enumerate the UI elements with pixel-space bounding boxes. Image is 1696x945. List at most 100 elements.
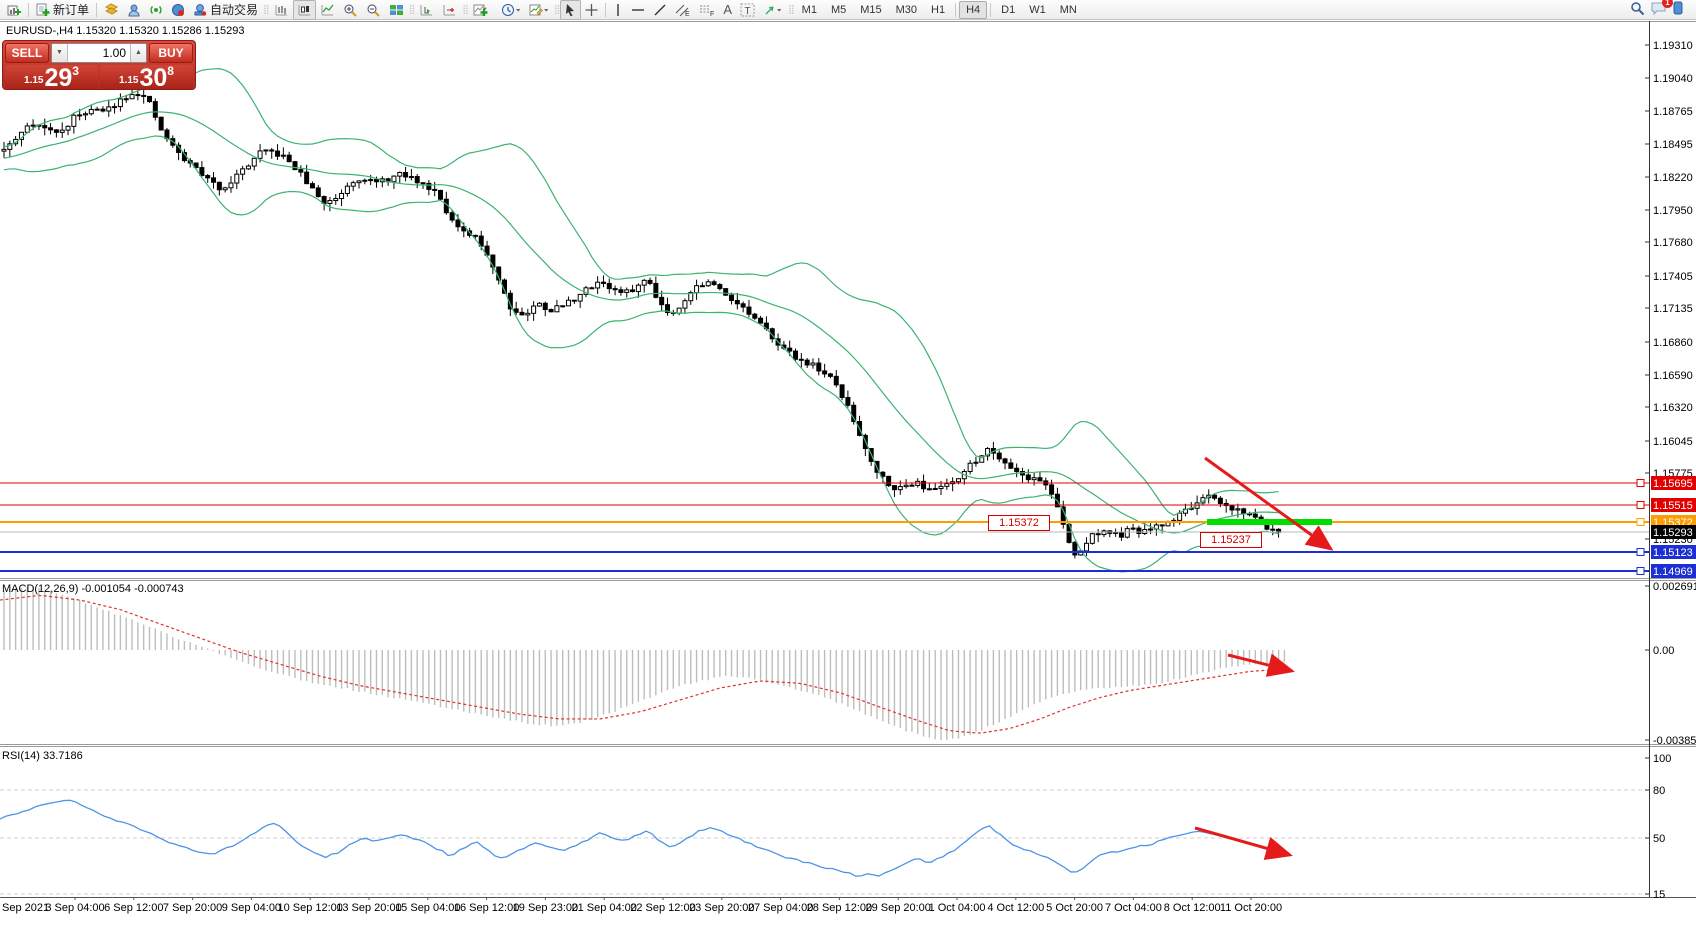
sell-price-display[interactable]: 1.15 29 3 <box>5 64 98 91</box>
toolbar-drag-handle[interactable]: ⣿ <box>462 4 469 14</box>
candlestick-chart-type-icon[interactable] <box>292 0 316 20</box>
svg-text:1.18220: 1.18220 <box>1653 172 1693 184</box>
zoom-out-icon[interactable] <box>362 0 385 20</box>
text-icon[interactable]: A <box>723 2 733 17</box>
horizontal-line-icon[interactable] <box>627 0 649 20</box>
timeframe-M30[interactable]: M30 <box>895 3 918 16</box>
chart-autoscroll-icon[interactable] <box>415 0 438 20</box>
sell-button[interactable]: SELL <box>5 43 49 63</box>
new-order-button[interactable]: 新订单 <box>32 0 93 20</box>
buy-price-prefix: 1.15 <box>119 75 139 86</box>
timeframe-MN[interactable]: MN <box>1059 3 1077 16</box>
level-line-1.14969[interactable] <box>0 567 1649 575</box>
svg-text:1.15123: 1.15123 <box>1653 547 1693 559</box>
new-chart-icon[interactable] <box>3 0 25 20</box>
text-label-icon[interactable]: T <box>736 0 759 20</box>
svg-text:4 Oct 12:00: 4 Oct 12:00 <box>987 902 1044 914</box>
svg-text:1.17680: 1.17680 <box>1653 237 1693 249</box>
arrows-shapes-icon[interactable] <box>759 0 787 20</box>
buy-price-display[interactable]: 1.15 30 8 <box>100 64 193 92</box>
candles <box>1 86 1282 559</box>
svg-text:16 Sep 12:00: 16 Sep 12:00 <box>454 902 519 914</box>
svg-text:1.16320: 1.16320 <box>1653 402 1693 414</box>
volume-decrease-button[interactable]: ▼ <box>52 44 68 62</box>
bollinger-lower-band <box>3 135 1279 573</box>
svg-text:1.17950: 1.17950 <box>1653 205 1693 217</box>
trend-arrow-rsi[interactable] <box>1194 826 1293 860</box>
tile-windows-icon[interactable] <box>385 0 408 20</box>
price-callout-1.15372[interactable]: 1.15372 <box>988 515 1050 531</box>
toolbar-drag-handle[interactable]: ⣿ <box>263 4 270 14</box>
macd-pane <box>0 586 1295 741</box>
toolbar-drag-handle[interactable]: ⣿ <box>408 4 416 14</box>
sell-price-prefix: 1.15 <box>24 75 44 86</box>
toolbar-separator <box>96 2 98 17</box>
timeframe-D1[interactable]: D1 <box>1001 3 1016 16</box>
cursor-icon[interactable] <box>560 0 582 20</box>
zoom-in-icon[interactable] <box>339 0 362 20</box>
toolbar-drag-handle[interactable]: ⣿ <box>553 4 561 14</box>
volume-input[interactable] <box>68 44 130 62</box>
signals-icon[interactable] <box>123 0 145 20</box>
crosshair-icon[interactable] <box>581 0 602 20</box>
price-callout-1.15237[interactable]: 1.15237 <box>1200 532 1262 548</box>
market-watch-icon[interactable] <box>100 0 123 20</box>
toolbar-right-group: 1 <box>1630 0 1693 19</box>
timeframe-W1[interactable]: W1 <box>1029 3 1046 16</box>
toolbar-drag-handle[interactable]: ⣿ <box>788 4 795 14</box>
macd-signal-line <box>0 594 1285 734</box>
svg-text:1.14969: 1.14969 <box>1653 566 1693 578</box>
support-zone-highlight[interactable] <box>1207 519 1332 525</box>
volume-increase-button[interactable]: ▲ <box>130 44 146 62</box>
community-icon[interactable] <box>167 0 189 20</box>
toolbar-separator <box>990 2 992 17</box>
toolbar-separator <box>28 2 29 17</box>
docked-panel-icon[interactable] <box>1673 1 1683 18</box>
timeframe-H1[interactable]: H1 <box>931 3 946 16</box>
search-icon[interactable] <box>1630 1 1645 19</box>
svg-text:1.16590: 1.16590 <box>1653 370 1693 382</box>
bar-chart-type-icon[interactable] <box>270 0 293 20</box>
svg-text:9 Sep 04:00: 9 Sep 04:00 <box>222 902 281 914</box>
svg-text:1.16045: 1.16045 <box>1653 436 1693 448</box>
templates-icon[interactable] <box>525 0 553 20</box>
trend-arrow-macd[interactable] <box>1227 653 1295 677</box>
svg-text:100: 100 <box>1653 753 1671 765</box>
svg-text:1.15515: 1.15515 <box>1653 500 1693 512</box>
svg-text:1.16860: 1.16860 <box>1653 337 1693 349</box>
level-line-1.15123[interactable] <box>0 548 1649 556</box>
autotrading-label: 自动交易 <box>210 3 259 17</box>
level-line-1.15372[interactable] <box>0 518 1649 526</box>
line-chart-type-icon[interactable] <box>316 0 339 20</box>
chart-shift-icon[interactable] <box>438 0 461 20</box>
buy-price-big: 30 <box>139 64 168 92</box>
chat-icon[interactable]: 1 <box>1651 0 1673 19</box>
rsi-line <box>0 799 1275 877</box>
indicators-icon[interactable] <box>469 0 497 20</box>
svg-text:11 Oct 20:00: 11 Oct 20:00 <box>1220 902 1282 914</box>
vertical-line-icon[interactable] <box>609 0 627 20</box>
buy-price-pip: 8 <box>167 64 174 78</box>
level-line-1.15695[interactable] <box>0 479 1649 487</box>
buy-button[interactable]: BUY <box>149 43 193 63</box>
volume-stepper: ▼ ▲ <box>51 43 147 63</box>
channel-icon[interactable]: E <box>671 0 695 20</box>
fibonacci-icon[interactable]: F <box>695 0 719 20</box>
timeframe-M5[interactable]: M5 <box>830 3 847 16</box>
periods-icon[interactable] <box>497 0 525 20</box>
trend-arrow-price[interactable] <box>1204 456 1334 551</box>
timeframe-M1[interactable]: M1 <box>801 3 817 16</box>
timeframe-H4[interactable]: H4 <box>959 0 988 19</box>
svg-text:7 Oct 04:00: 7 Oct 04:00 <box>1105 902 1162 914</box>
autotrading-button[interactable]: 自动交易 <box>189 0 262 20</box>
level-line-1.15515[interactable] <box>0 501 1649 509</box>
svg-text:22 Sep 12:00: 22 Sep 12:00 <box>630 902 695 914</box>
symbol-ohlc-title: EURUSD-,H4 1.15320 1.15320 1.15286 1.152… <box>6 25 245 37</box>
svg-text:0.002691: 0.002691 <box>1653 581 1696 593</box>
svg-text:1.17135: 1.17135 <box>1653 303 1693 315</box>
trendline-icon[interactable] <box>649 0 671 20</box>
timeframe-M15[interactable]: M15 <box>860 3 882 16</box>
news-feed-icon[interactable] <box>145 0 167 20</box>
